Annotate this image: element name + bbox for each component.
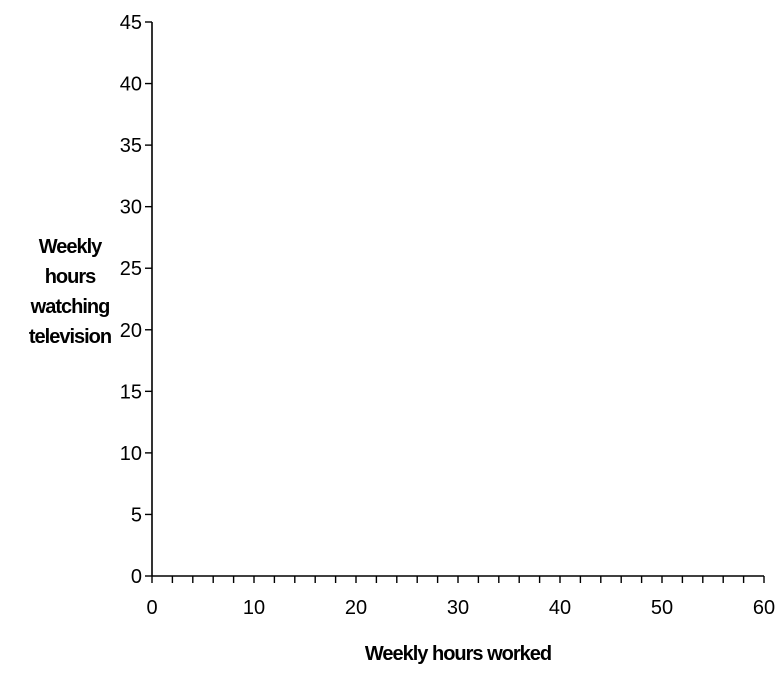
y-tick-label: 5	[131, 504, 142, 526]
x-tick-label: 0	[146, 597, 157, 619]
y-axis: 0 5 10 15 20 25 30 35 40 45	[120, 12, 153, 588]
y-tick-label: 45	[120, 12, 142, 34]
y-axis-title: Weekly hours watching television	[29, 236, 111, 348]
y-tick-label: 40	[120, 74, 142, 96]
y-axis-title-line: television	[29, 326, 111, 348]
x-axis: 0 10 20 30 40 50 60	[146, 575, 775, 619]
y-tick-label: 25	[120, 258, 142, 280]
x-tick-label: 20	[345, 597, 367, 619]
x-tick-label: 50	[651, 597, 673, 619]
x-tick-label: 60	[753, 597, 775, 619]
y-axis-title-line: watching	[30, 296, 110, 318]
y-tick-label: 15	[120, 381, 142, 403]
y-tick-label: 0	[131, 566, 142, 588]
x-tick-label: 30	[447, 597, 469, 619]
y-tick-label: 35	[120, 135, 142, 157]
y-axis-title-line: hours	[45, 266, 96, 288]
y-tick-label: 20	[120, 320, 142, 342]
x-axis-title: Weekly hours worked	[365, 643, 551, 665]
y-axis-title-line: Weekly	[39, 236, 103, 258]
y-tick-label: 30	[120, 197, 142, 219]
y-tick-label: 10	[120, 443, 142, 465]
x-tick-label: 40	[549, 597, 571, 619]
x-tick-label: 10	[243, 597, 265, 619]
